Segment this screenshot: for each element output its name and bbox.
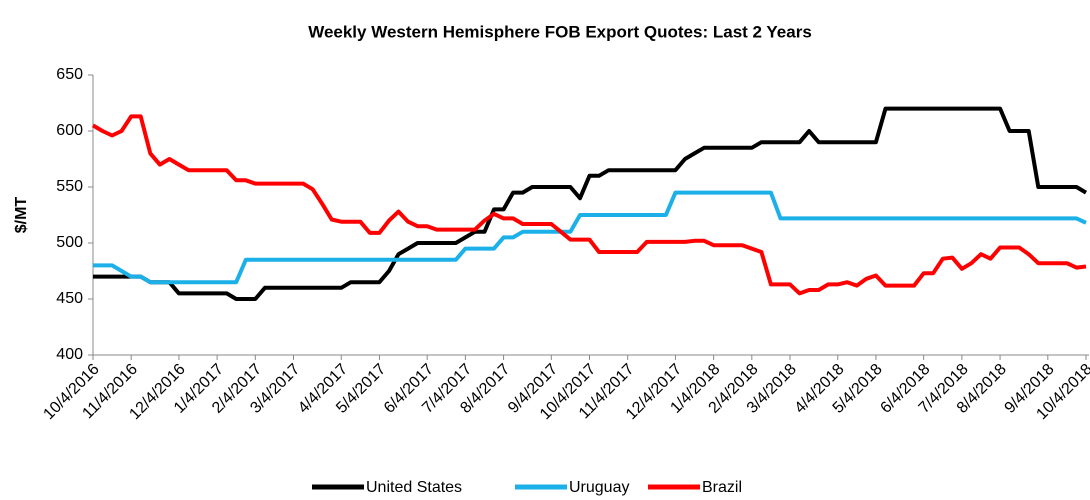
chart-title: Weekly Western Hemisphere FOB Export Quo… [308, 22, 812, 41]
y-tick-label: 650 [56, 66, 83, 83]
series-line [93, 190, 1087, 285]
series-line [93, 106, 1088, 301]
y-axis-label: $/MT [13, 197, 30, 234]
series-line [91, 114, 1087, 296]
y-tick-label: 500 [56, 234, 83, 251]
y-tick-label: 450 [56, 290, 83, 307]
legend-label: United States [366, 479, 462, 496]
legend-label: Uruguay [569, 479, 629, 496]
y-tick-label: 400 [56, 346, 83, 363]
y-tick-label: 600 [56, 122, 83, 139]
legend-label: Brazil [702, 479, 742, 496]
y-tick-label: 550 [56, 178, 83, 195]
